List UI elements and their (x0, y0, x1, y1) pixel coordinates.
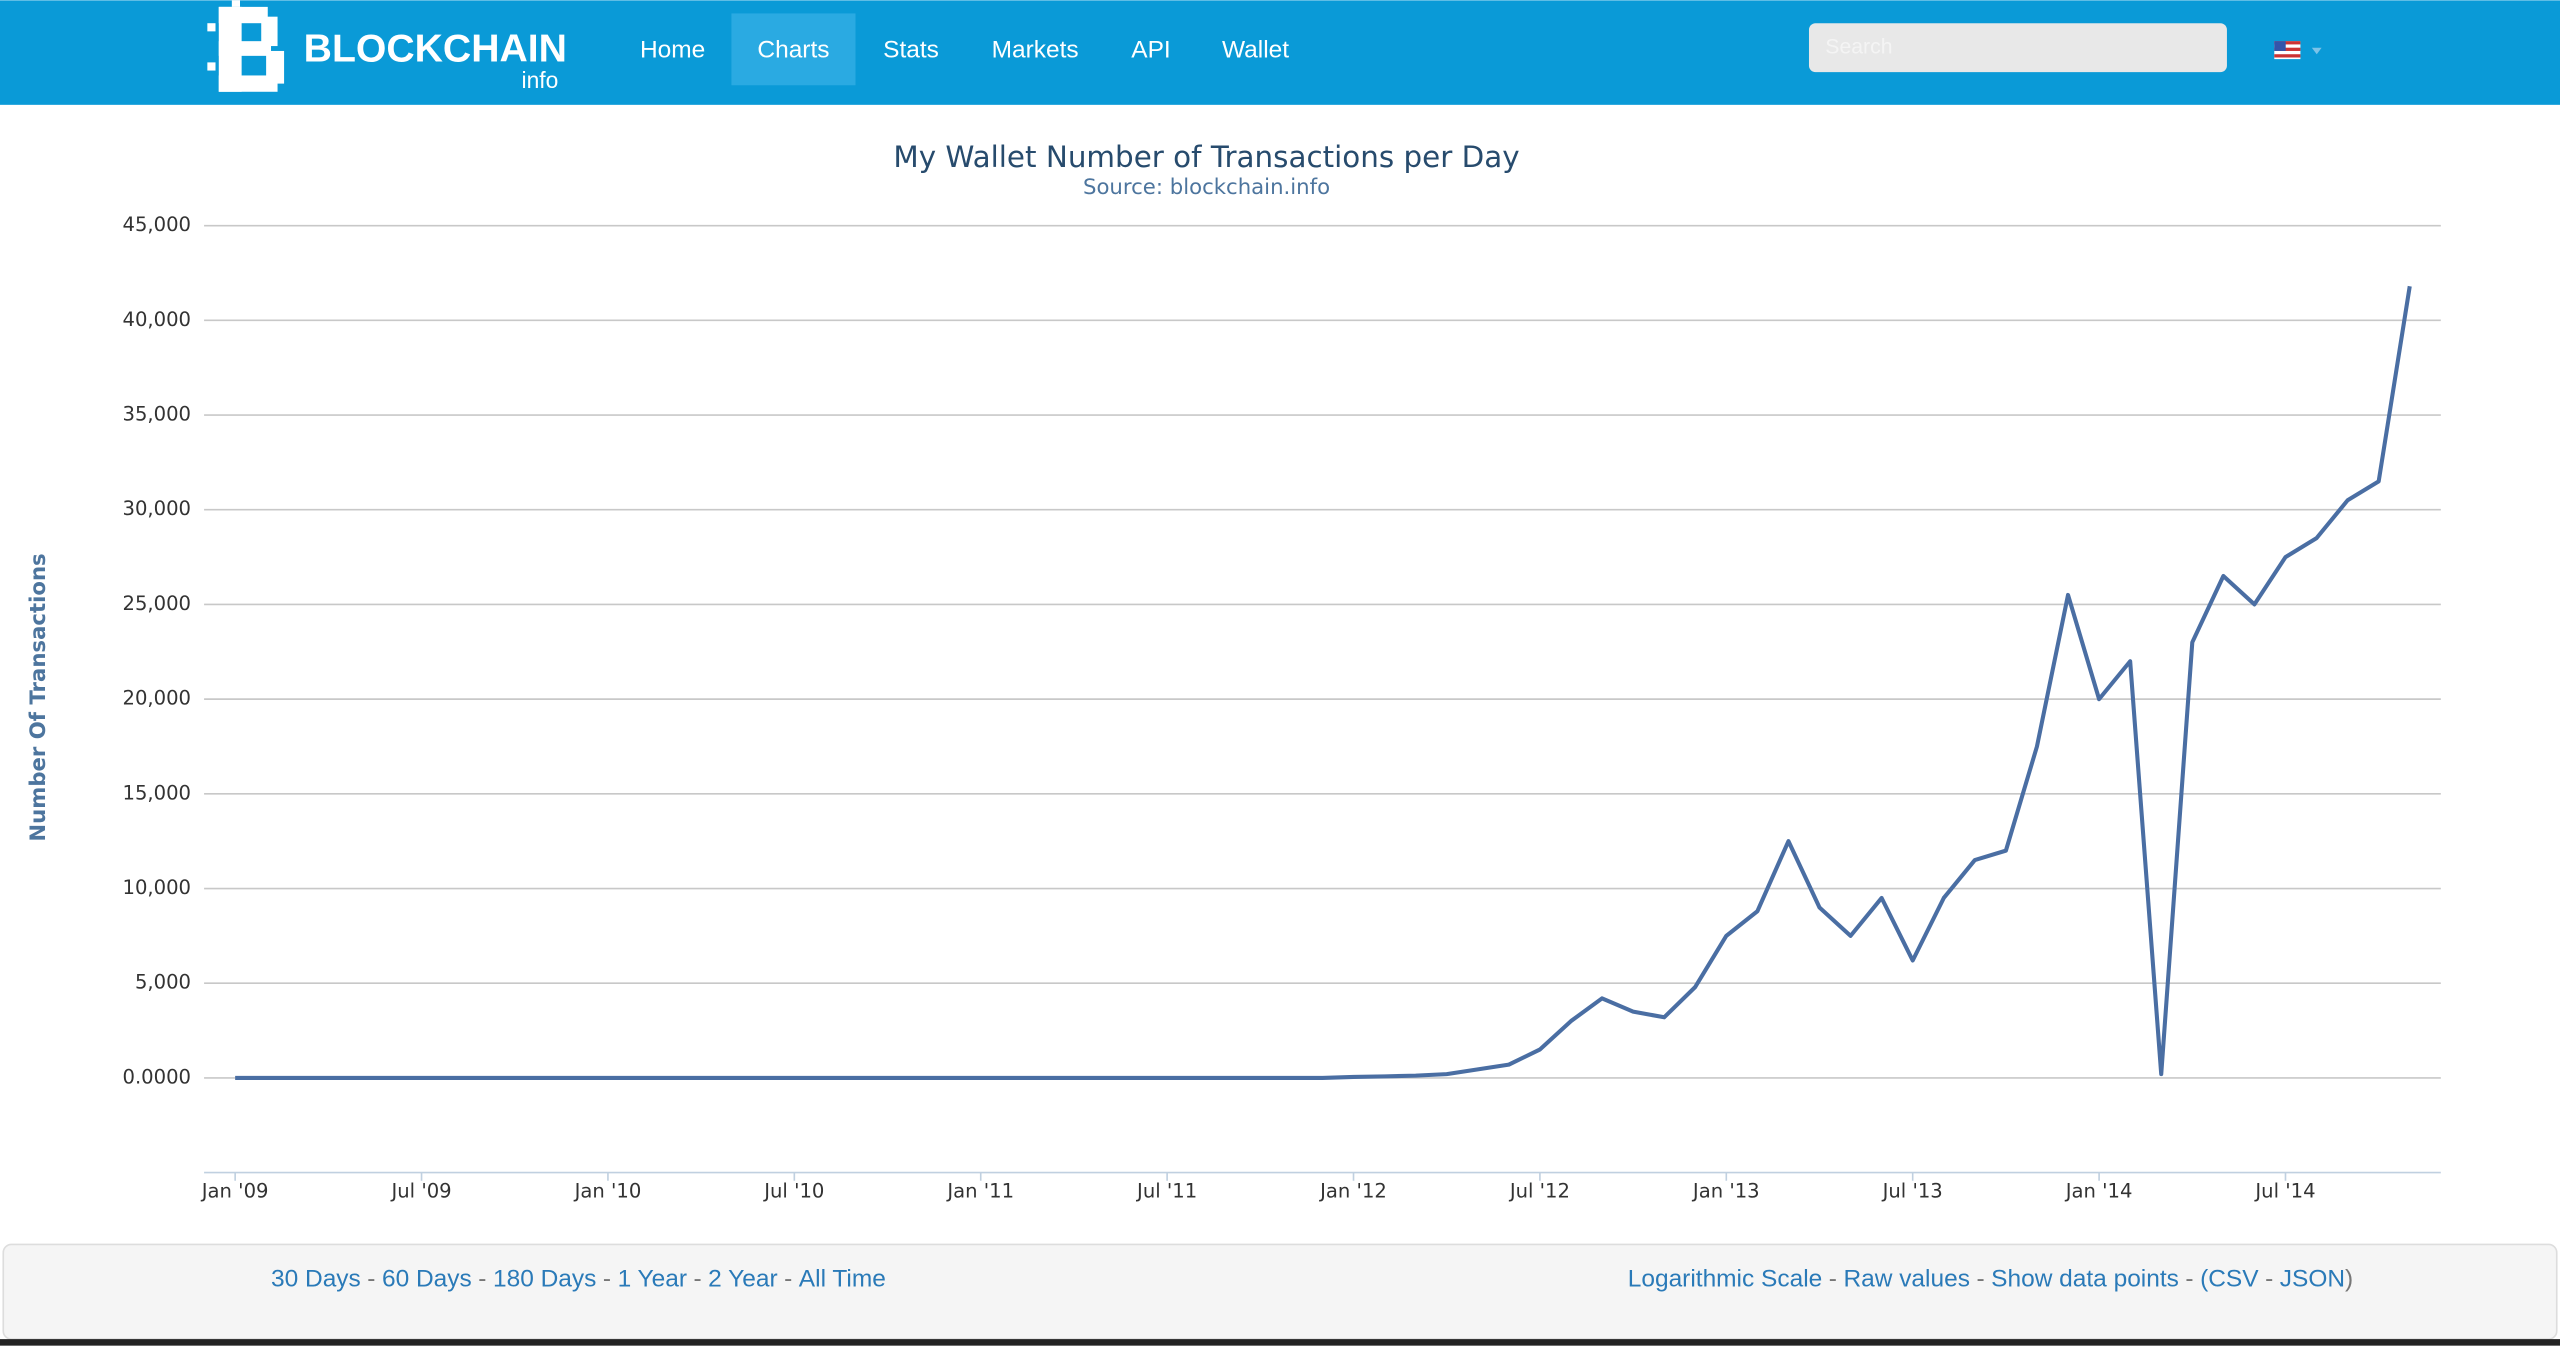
x-tick-label: Jan '12 (1318, 1180, 1387, 1203)
footer-link[interactable]: 2 Year (708, 1266, 777, 1293)
nav-link[interactable]: API (1131, 36, 1170, 63)
nav-link[interactable]: Stats (883, 36, 939, 63)
nav-link[interactable]: Home (640, 36, 705, 63)
logo-icon (207, 0, 285, 92)
logo-sub: info (522, 67, 559, 93)
footer-separator: ) (2345, 1266, 2353, 1293)
x-tick-label: Jan '10 (573, 1180, 642, 1203)
footer-separator: ( (2200, 1266, 2208, 1293)
chart-title: My Wallet Number of Transactions per Day (893, 140, 1519, 174)
footer-link[interactable]: Show data points (1991, 1266, 2179, 1293)
y-tick-label: 30,000 (123, 497, 192, 520)
footer-link[interactable]: 1 Year (618, 1266, 687, 1293)
search-box[interactable] (1808, 23, 2227, 73)
x-tick-label: Jul '12 (1508, 1180, 1570, 1203)
x-tick-label: Jan '14 (2064, 1180, 2133, 1203)
footer-separator: - (1976, 1266, 1984, 1293)
y-tick-label: 10,000 (123, 876, 192, 899)
x-tick-label: Jan '11 (945, 1180, 1014, 1203)
footer-link[interactable]: 180 Days (493, 1266, 596, 1293)
y-tick-label: 20,000 (123, 687, 192, 710)
footer-link[interactable]: Raw values (1843, 1266, 1969, 1293)
nav-link[interactable]: Charts (757, 36, 829, 63)
chart-subtitle: Source: blockchain.info (1083, 175, 1330, 200)
footer-separator: - (2185, 1266, 2193, 1293)
search-placeholder: Search (1825, 35, 1892, 58)
footer-link[interactable]: CSV (2208, 1266, 2259, 1293)
x-tick-label: Jul '09 (389, 1180, 451, 1203)
x-tick-label: Jan '09 (200, 1180, 269, 1203)
footer-separator: - (784, 1266, 792, 1293)
language-flag[interactable] (2274, 41, 2322, 60)
footer-separator: - (694, 1266, 702, 1293)
nav-link[interactable]: Markets (992, 36, 1079, 63)
y-axis-title: Number Of Transactions (26, 553, 51, 841)
footer-separator: - (1829, 1266, 1837, 1293)
footer-separator: - (603, 1266, 611, 1293)
y-tick-label: 0.0000 (123, 1065, 192, 1088)
y-tick-label: 5,000 (135, 971, 191, 994)
footer-separator: - (2265, 1266, 2273, 1293)
bottom-edge (0, 1339, 2560, 1346)
x-tick-label: Jul '10 (762, 1180, 824, 1203)
x-tick-label: Jul '13 (1881, 1180, 1943, 1203)
y-tick-label: 45,000 (123, 213, 192, 236)
x-tick-label: Jul '14 (2253, 1180, 2315, 1203)
y-tick-label: 35,000 (123, 403, 192, 426)
plot: 0.0000 5,000 10,000 15,000 20,000 25,000 30,00… (123, 213, 2441, 1203)
footer-link[interactable]: 60 Days (382, 1266, 472, 1293)
y-tick-label: 15,000 (123, 781, 192, 804)
footer-separator: - (367, 1266, 375, 1293)
logo-text: BLOCKCHAIN (304, 27, 567, 70)
footer-link[interactable]: JSON (2280, 1266, 2345, 1293)
footer-separator: - (478, 1266, 486, 1293)
y-tick-label: 25,000 (123, 592, 192, 615)
data-line (235, 285, 2412, 1080)
x-tick-label: Jul '11 (1135, 1180, 1197, 1203)
nav-link[interactable]: Wallet (1222, 36, 1289, 63)
nav: Home Charts Stats Markets API Wallet (640, 13, 1289, 86)
footer-link[interactable]: All Time (799, 1266, 886, 1293)
option-links: Logarithmic Scale - Raw values - Show data p… (1628, 1266, 2353, 1293)
y-tick-label: 40,000 (123, 308, 192, 331)
x-tick-label: Jan '13 (1691, 1180, 1760, 1203)
footer-link[interactable]: Logarithmic Scale (1628, 1266, 1822, 1293)
range-links: 30 Days -60 Days -180 Days -1 Year -2 Year - A… (271, 1266, 886, 1293)
footer-link[interactable]: 30 Days (271, 1266, 361, 1293)
nav-active (731, 13, 856, 86)
